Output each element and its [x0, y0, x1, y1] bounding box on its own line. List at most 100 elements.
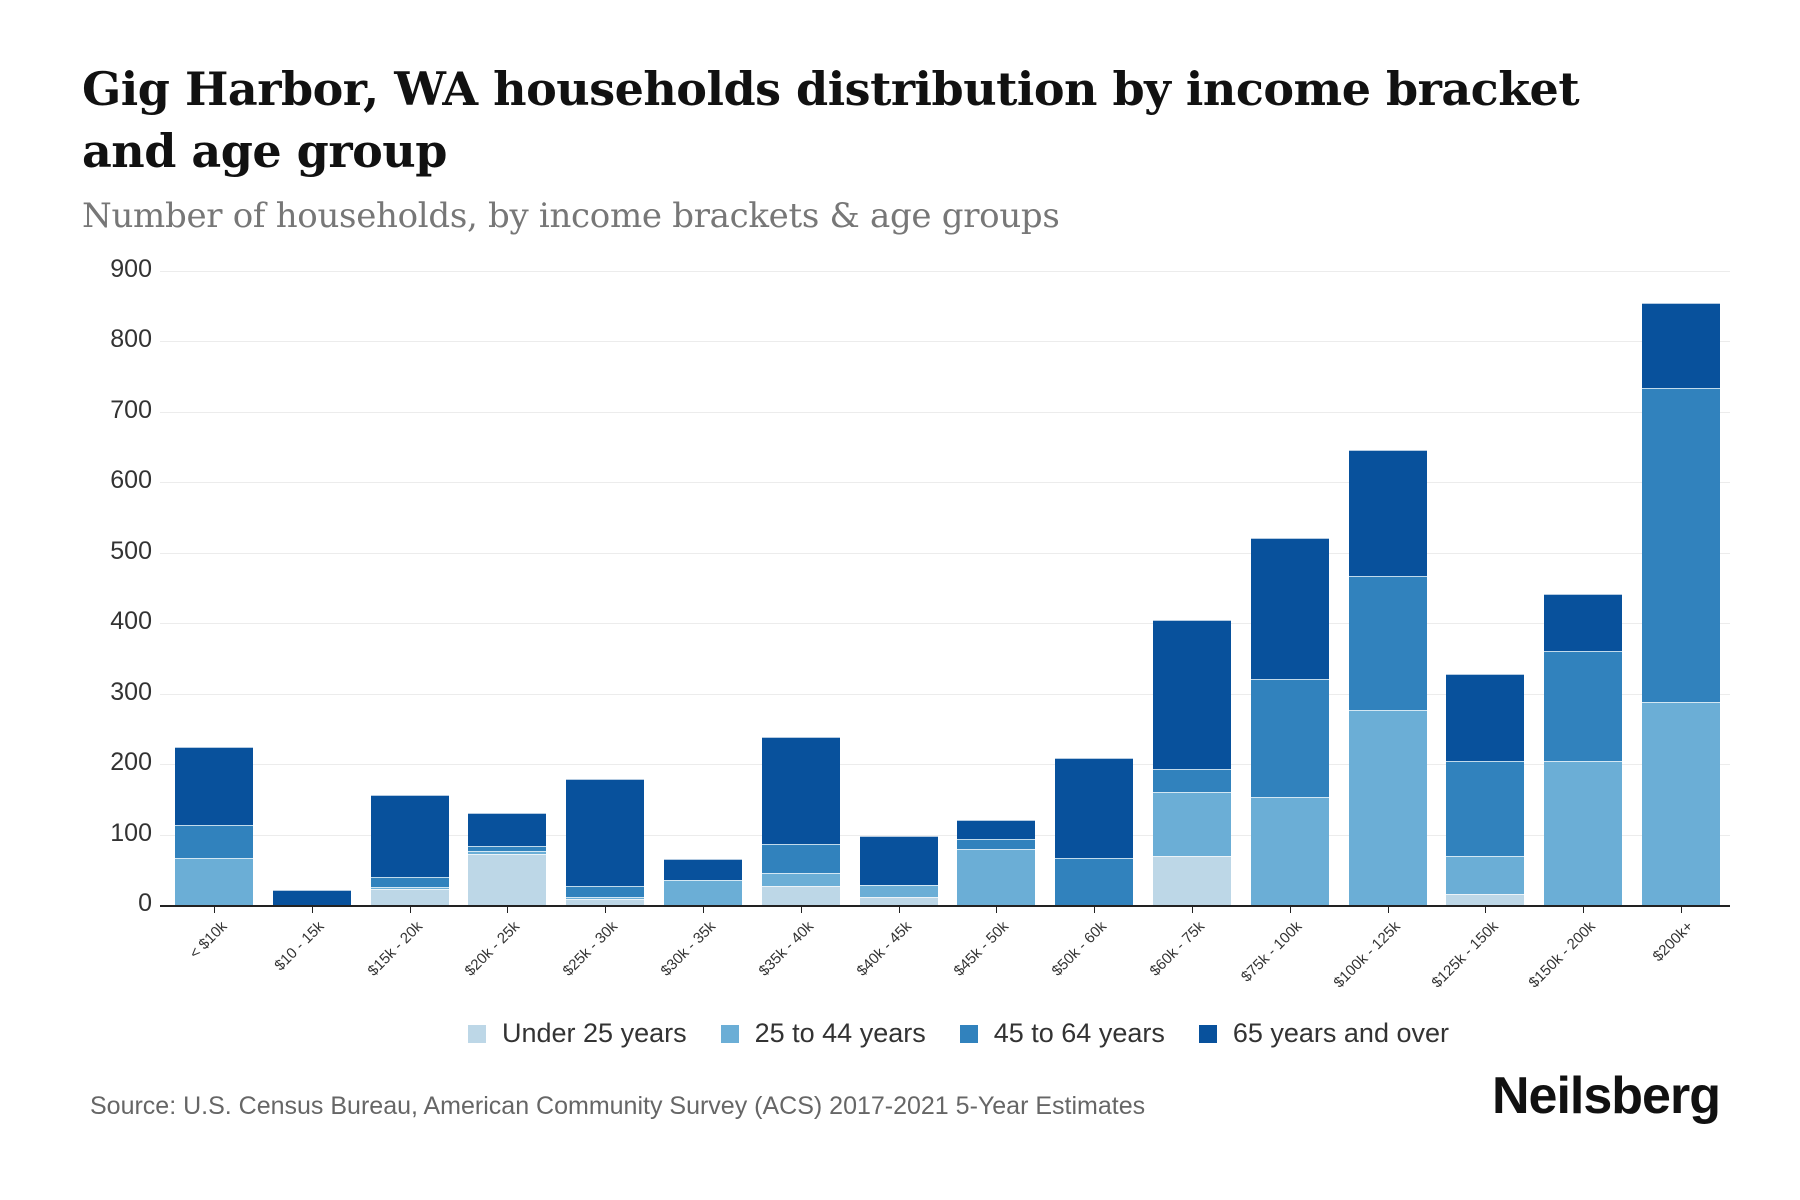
bar-group [1250, 0, 1329, 905]
x-tick [409, 906, 411, 913]
bar-segment [1055, 757, 1134, 859]
bar-segment [859, 835, 938, 886]
x-tick-label: $75k - 100k [1238, 918, 1306, 986]
y-tick-label: 200 [110, 748, 152, 776]
x-tick-label: $15k - 20k [364, 918, 426, 980]
y-tick-label: 400 [110, 607, 152, 635]
bar-segment [1153, 768, 1231, 793]
x-tick [1289, 906, 1291, 913]
gridline [160, 341, 1730, 342]
x-tick [214, 906, 215, 913]
x-tick [800, 906, 802, 913]
bar-segment [566, 898, 645, 905]
x-tick [703, 906, 704, 913]
gridline [160, 834, 1730, 836]
bar-segment [761, 736, 840, 844]
bar-segment [761, 885, 840, 905]
bar-segment [1642, 701, 1720, 905]
y-tick-label: 700 [110, 395, 152, 424]
bar-segment [175, 858, 253, 905]
y-tick-label: 300 [110, 677, 152, 706]
x-tick [1387, 906, 1389, 913]
bar-segment [370, 876, 449, 887]
y-tick-label: 800 [110, 325, 152, 353]
bar-segment [859, 897, 938, 905]
gridline [160, 623, 1730, 624]
bar-group [957, 0, 1036, 905]
bar-segment [957, 849, 1036, 905]
x-tick-label: $200k+ [1649, 918, 1698, 966]
bar-segment [370, 795, 449, 877]
bar-segment [468, 853, 547, 905]
bar-segment [859, 885, 938, 898]
x-tick-label: $20k - 25k [461, 918, 524, 980]
x-tick-label: $60k - 75k [1146, 918, 1209, 980]
bar-group [1153, 0, 1231, 905]
bar-group [1348, 0, 1427, 905]
x-tick [605, 906, 607, 913]
bar-segment [957, 819, 1036, 840]
x-tick [1583, 906, 1585, 913]
bar-segment [1153, 792, 1231, 857]
x-tick-label: $30k - 35k [657, 918, 720, 980]
bar-group [175, 0, 253, 905]
x-tick [898, 906, 900, 913]
bar-segment [175, 824, 253, 859]
bar-group [272, 0, 351, 905]
legend-label: 25 to 44 years [754, 1018, 926, 1048]
x-tick-label: $10 - 15k [271, 918, 328, 975]
y-tick-label: 600 [110, 466, 152, 494]
x-tick-label: < $10k [185, 918, 231, 963]
gridline [160, 693, 1730, 695]
gridline [160, 270, 1730, 272]
bar-group [859, 0, 938, 905]
legend-label: 65 years and over [1232, 1018, 1449, 1048]
bar-segment [1153, 856, 1231, 905]
bar-segment [370, 888, 449, 905]
legend-label: Under 25 years [502, 1018, 687, 1048]
bar-segment [272, 890, 351, 905]
bar-group [566, 0, 645, 905]
bar-segment [1544, 651, 1623, 762]
bar-segment [1250, 797, 1329, 905]
bar-segment [468, 846, 547, 852]
x-tick [1192, 906, 1193, 913]
gridline [160, 482, 1730, 483]
bar-group [370, 0, 449, 905]
bar-segment [175, 747, 253, 825]
bar-segment [664, 859, 742, 880]
bar-segment [1642, 302, 1720, 389]
x-tick-label: $50k - 60k [1048, 918, 1111, 980]
y-tick-label: 500 [110, 536, 152, 565]
bar-group [664, 0, 742, 905]
bar-segment [370, 886, 449, 889]
bar-group [1544, 0, 1623, 905]
x-tick [996, 906, 998, 913]
bar-segment [566, 897, 645, 899]
x-tick [1681, 906, 1682, 913]
bar-segment [468, 812, 547, 847]
bar-segment [1642, 388, 1720, 702]
x-tick [311, 906, 313, 913]
legend-item: 25 to 44 years [720, 1018, 926, 1049]
bar-segment [664, 879, 742, 905]
chart-subtitle: Number of households, by income brackets… [82, 196, 1060, 236]
x-tick-label: $45k - 50k [950, 918, 1013, 980]
legend-swatch-icon [468, 1024, 486, 1043]
bar-segment [566, 778, 645, 886]
bar-segment [1446, 674, 1525, 762]
x-tick-label: $25k - 30k [559, 918, 622, 980]
bar-group [1446, 0, 1525, 905]
bar-segment [761, 872, 840, 886]
bar-segment [761, 843, 840, 873]
bar-group [1055, 0, 1134, 905]
bar-segment [1250, 679, 1329, 798]
y-tick-label: 900 [110, 254, 152, 283]
x-tick-label: $35k - 40k [755, 918, 817, 980]
gridline [160, 411, 1730, 413]
neilsberg-logo: Neilsberg [1492, 1067, 1721, 1125]
legend-item: 65 years and over [1198, 1018, 1449, 1049]
bar-segment [1348, 449, 1427, 577]
x-tick [1094, 906, 1096, 913]
bar-segment [1348, 576, 1427, 711]
